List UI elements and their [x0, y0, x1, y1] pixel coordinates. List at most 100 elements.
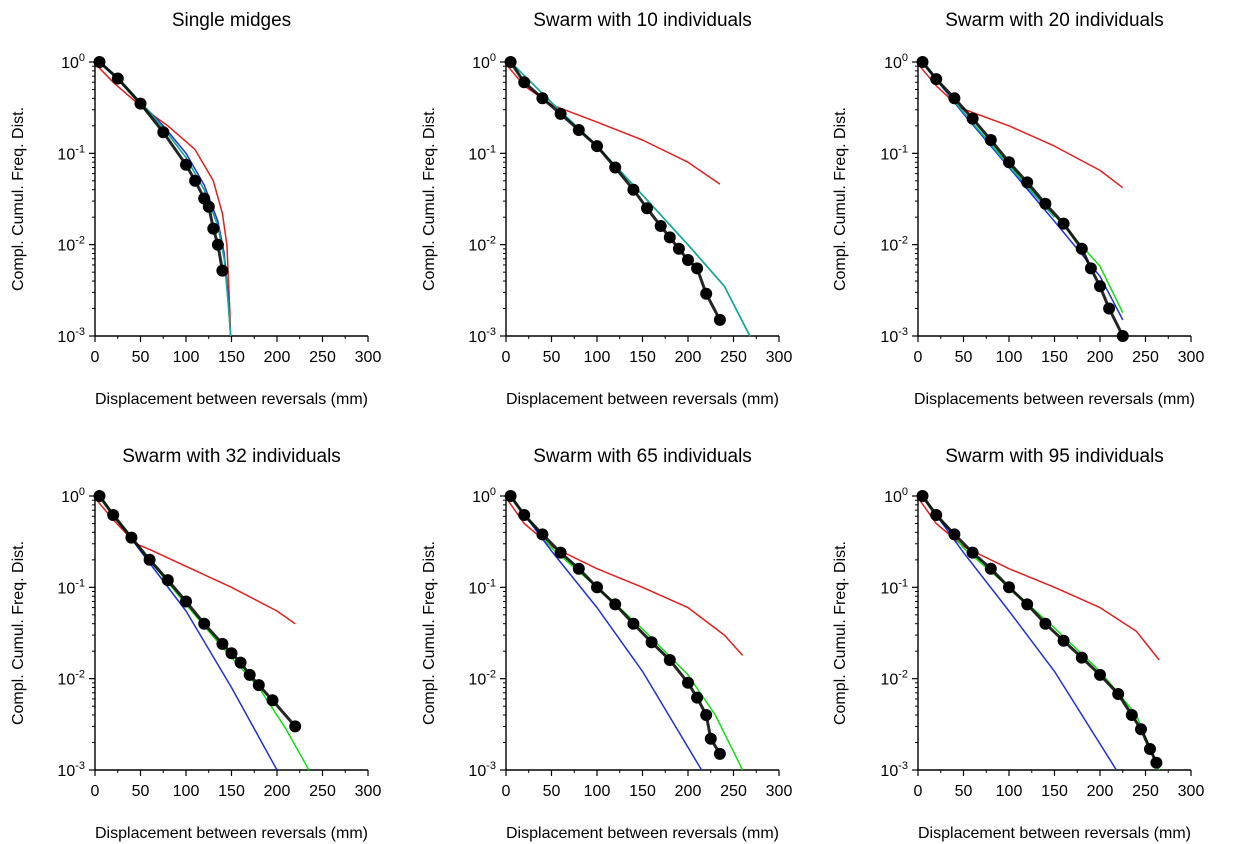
y-tick-label: 10-1 — [880, 577, 908, 597]
y-tick-exponent: 0 — [490, 52, 496, 64]
x-tick-label: 50 — [543, 349, 561, 366]
x-tick-label: 100 — [996, 349, 1023, 366]
y-tick-base: 10 — [57, 763, 75, 780]
data-point — [1075, 242, 1088, 255]
data-point — [682, 676, 694, 689]
data-point — [654, 220, 667, 232]
data-point — [1021, 598, 1034, 611]
x-tick-label: 250 — [720, 783, 747, 800]
x-tick-label: 100 — [584, 349, 611, 366]
x-tick-label: 150 — [218, 783, 245, 800]
y-tick-exponent: 0 — [79, 52, 85, 64]
x-tick-label: 200 — [675, 349, 702, 366]
data-point — [504, 56, 517, 68]
data-point — [225, 647, 238, 660]
y-tick-base: 10 — [880, 238, 898, 255]
data-point — [627, 617, 640, 630]
data-point — [234, 656, 247, 669]
y-tick-exponent: -2 — [486, 669, 496, 681]
data-point — [554, 546, 567, 559]
data-point — [518, 509, 531, 521]
data-point — [1116, 330, 1129, 342]
data-point — [157, 126, 170, 139]
y-tick-exponent: -1 — [486, 143, 496, 155]
x-tick-label: 100 — [584, 783, 611, 800]
x-tick-label: 100 — [173, 783, 200, 800]
y-tick-exponent: 0 — [490, 486, 496, 498]
y-tick-base: 10 — [57, 329, 75, 346]
data-point — [1103, 302, 1116, 315]
data-point — [161, 574, 174, 587]
x-tick-label: 300 — [766, 783, 793, 800]
red-fit-line — [96, 64, 232, 337]
data-point — [211, 238, 224, 251]
y-tick-base: 10 — [880, 329, 898, 346]
red-fit-line — [919, 65, 1124, 189]
x-tick-label: 300 — [1178, 783, 1205, 800]
y-tick-base: 10 — [468, 763, 486, 780]
data-point — [627, 183, 640, 196]
data-point — [1057, 217, 1070, 230]
data-point — [1094, 668, 1106, 681]
y-tick-exponent: 0 — [902, 52, 908, 64]
y-tick-base: 10 — [884, 55, 902, 72]
green-fit-line — [510, 495, 744, 771]
panel-6: Swarm with 95 individuals10010-110-210-3… — [832, 446, 1204, 842]
panel-4: Swarm with 32 individuals10010-110-210-3… — [10, 446, 381, 842]
y-tick-exponent: -2 — [898, 235, 908, 247]
y-tick-exponent: -3 — [486, 326, 496, 338]
y-tick-label: 100 — [884, 486, 908, 506]
data-point — [966, 546, 979, 559]
data-point — [289, 720, 302, 733]
y-tick-base: 10 — [61, 489, 79, 506]
y-tick-label: 100 — [884, 52, 908, 72]
data-point — [518, 76, 531, 89]
y-tick-label: 10-2 — [57, 669, 85, 689]
data-point — [930, 73, 943, 86]
red-fit-line — [507, 499, 744, 656]
x-axis-label: Displacements between reversals (mm) — [914, 391, 1195, 408]
data-point — [948, 528, 961, 541]
y-tick-label: 100 — [61, 52, 85, 72]
y-tick-base: 10 — [468, 580, 486, 597]
y-tick-base: 10 — [61, 55, 79, 72]
x-tick-label: 100 — [173, 349, 200, 366]
x-tick-label: 200 — [1087, 349, 1114, 366]
y-tick-label: 10-1 — [468, 143, 496, 163]
y-tick-label: 10-2 — [57, 235, 85, 255]
x-tick-label: 50 — [132, 783, 150, 800]
data-point — [554, 107, 567, 120]
data-point — [207, 222, 220, 235]
data-point — [591, 140, 603, 153]
x-tick-label: 200 — [264, 349, 291, 366]
data-point — [93, 56, 106, 68]
y-tick-exponent: -1 — [75, 143, 85, 155]
data-point — [1003, 581, 1015, 594]
x-tick-label: 300 — [766, 349, 793, 366]
y-tick-exponent: 0 — [79, 486, 85, 498]
y-tick-label: 10-3 — [468, 326, 496, 346]
y-tick-label: 10-2 — [880, 669, 908, 689]
data-point — [609, 161, 622, 174]
y-axis-label: Compl. Cumul. Freq. Dist. — [832, 107, 849, 291]
data-point — [691, 691, 704, 704]
data-point — [700, 287, 713, 300]
panel-3: Swarm with 20 individuals10010-110-210-3… — [832, 10, 1204, 408]
y-tick-label: 10-2 — [880, 235, 908, 255]
y-tick-exponent: -1 — [486, 577, 496, 589]
x-tick-label: 300 — [1178, 349, 1205, 366]
data-point — [143, 553, 156, 566]
data-point — [504, 490, 517, 502]
y-tick-base: 10 — [880, 763, 898, 780]
y-tick-label: 10-3 — [880, 760, 908, 780]
y-axis-label: Compl. Cumul. Freq. Dist. — [421, 541, 438, 725]
y-tick-exponent: -3 — [75, 760, 85, 772]
x-tick-label: 50 — [955, 349, 973, 366]
x-tick-label: 300 — [355, 783, 382, 800]
y-tick-base: 10 — [468, 329, 486, 346]
x-axis-label: Displacement between reversals (mm) — [506, 825, 779, 842]
y-tick-exponent: -2 — [486, 235, 496, 247]
x-tick-label: 200 — [675, 783, 702, 800]
data-point — [591, 581, 603, 594]
y-tick-label: 100 — [472, 52, 496, 72]
